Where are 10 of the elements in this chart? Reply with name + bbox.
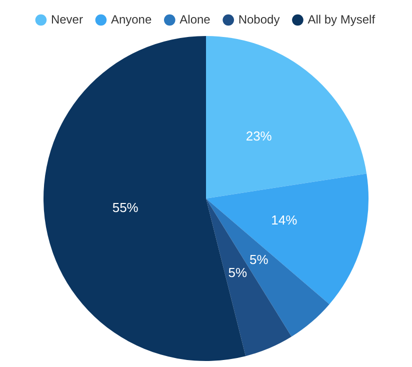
data-label: 5% [228,264,248,280]
data-label: 55% [112,200,139,216]
legend-label: Anyone [110,12,152,26]
data-label: 14% [271,212,298,228]
legend-label: Nobody [238,12,280,26]
legend-label: All by Myself [308,12,376,26]
data-label: 23% [246,128,272,144]
legend-label: Alone [180,12,211,26]
data-label: 5% [249,252,269,267]
legend-label: Never [50,12,83,26]
